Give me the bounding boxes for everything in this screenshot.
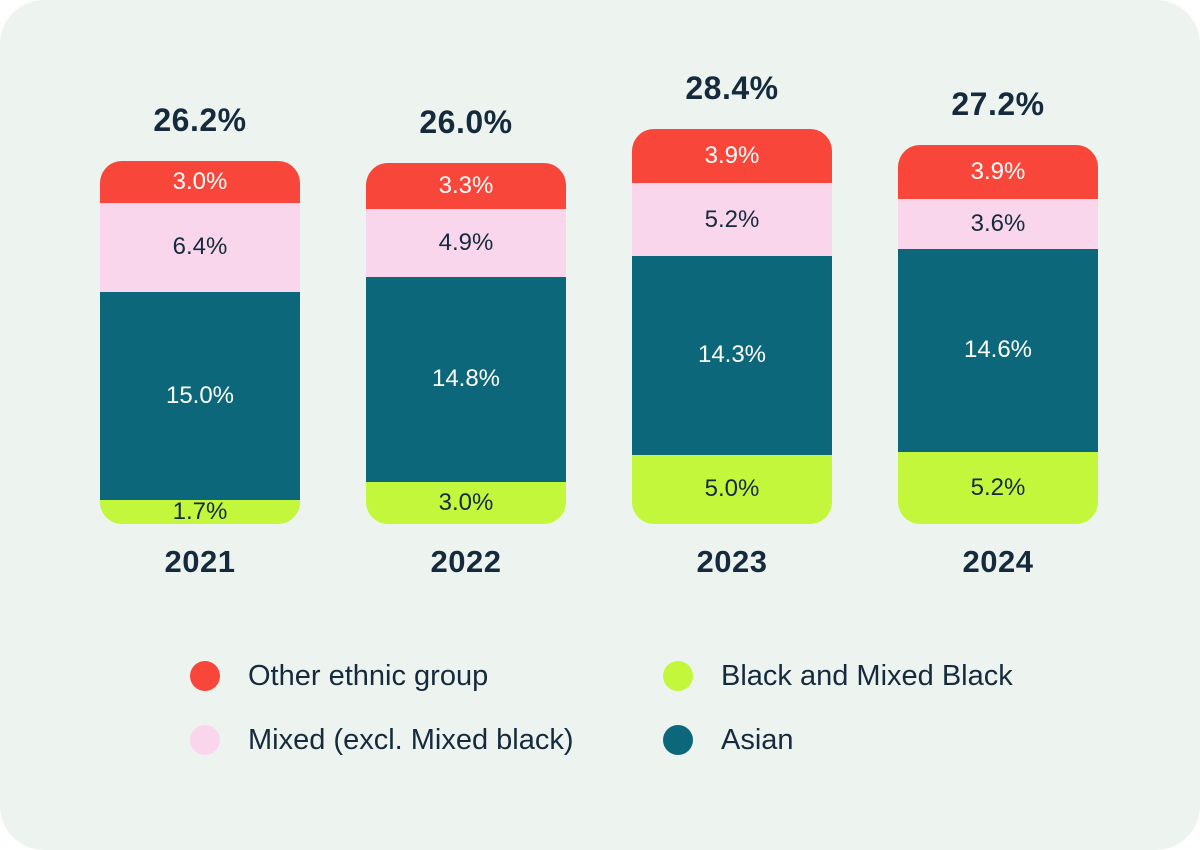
segment-other-ethnic-group: 3.9% [632,129,832,184]
segment-black-and-mixed-black: 5.0% [632,454,832,524]
segment-asian: 14.3% [632,255,832,455]
total-label: 28.4% [685,70,779,107]
segment-value-label: 3.9% [970,157,1026,185]
segment-value-label: 3.0% [172,168,228,196]
segment-other-ethnic-group: 3.3% [366,162,566,209]
legend-label: Asian [721,723,794,756]
segment-mixed-excl-mixed-black: 6.4% [100,202,300,292]
legend-item-black-and-mixed-black: Black and Mixed Black [663,658,1013,694]
year-label: 2021 [164,544,236,579]
segment-value-label: 3.6% [970,209,1026,237]
stacked-bar-2023: 3.9% 5.2% 14.3% 5.0% [632,129,832,524]
segment-value-label: 5.2% [970,473,1026,501]
total-label: 26.0% [419,103,513,140]
legend-label: Mixed (excl. Mixed black) [248,723,574,756]
segment-asian: 14.6% [898,248,1098,452]
segment-value-label: 3.0% [438,489,494,517]
bar-group-2023: 28.4% 3.9% 5.2% 14.3% 5.0% 2023 [632,70,832,580]
total-label: 26.2% [153,102,247,139]
legend-dot-asian [663,725,693,755]
stacked-bar-2021: 3.0% 6.4% 15.0% 1.7% [100,161,300,524]
segment-mixed-excl-mixed-black: 4.9% [366,208,566,277]
legend-dot-black-and-mixed-black [663,661,693,691]
segment-black-and-mixed-black: 5.2% [898,451,1098,524]
segment-black-and-mixed-black: 1.7% [100,500,300,524]
bar-group-2024: 27.2% 3.9% 3.6% 14.6% 5.2% 2024 [898,86,1098,580]
segment-asian: 14.8% [366,276,566,483]
legend-label: Other ethnic group [248,659,489,692]
segment-value-label: 14.8% [431,365,501,393]
segment-mixed-excl-mixed-black: 3.6% [898,198,1098,249]
stacked-bar-2024: 3.9% 3.6% 14.6% 5.2% [898,144,1098,524]
segment-value-label: 6.4% [172,233,228,261]
year-label: 2024 [962,544,1034,579]
segment-value-label: 5.0% [704,475,760,503]
segment-other-ethnic-group: 3.9% [898,144,1098,199]
year-label: 2023 [696,544,768,579]
segment-value-label: 5.2% [704,205,760,233]
bar-group-2021: 26.2% 3.0% 6.4% 15.0% 1.7% 2021 [100,102,300,580]
segment-value-label: 3.3% [438,171,494,199]
year-label: 2022 [430,544,502,579]
segment-value-label: 14.6% [963,336,1033,364]
legend-dot-mixed-excl-mixed-black [190,725,220,755]
legend-item-mixed-excl-mixed-black: Mixed (excl. Mixed black) [190,722,663,758]
segment-mixed-excl-mixed-black: 5.2% [632,183,832,256]
bars-area: 26.2% 3.0% 6.4% 15.0% 1.7% 2021 26.0% 3.3% 4… [100,0,1098,580]
segment-value-label: 4.9% [438,228,494,256]
legend-label: Black and Mixed Black [721,659,1013,692]
segment-asian: 15.0% [100,291,300,501]
legend-item-other-ethnic-group: Other ethnic group [190,658,663,694]
segment-value-label: 15.0% [165,382,235,410]
legend-dot-other-ethnic-group [190,661,220,691]
bar-group-2022: 26.0% 3.3% 4.9% 14.8% 3.0% 2022 [366,104,566,580]
stacked-bar-2022: 3.3% 4.9% 14.8% 3.0% [366,162,566,524]
legend-item-asian: Asian [663,722,1013,758]
legend: Other ethnic group Black and Mixed Black… [190,658,1013,758]
segment-value-label: 3.9% [704,142,760,170]
segment-value-label: 14.3% [697,341,767,369]
segment-black-and-mixed-black: 3.0% [366,482,566,524]
segment-other-ethnic-group: 3.0% [100,161,300,203]
total-label: 27.2% [951,85,1045,122]
segment-value-label: 1.7% [172,498,228,524]
